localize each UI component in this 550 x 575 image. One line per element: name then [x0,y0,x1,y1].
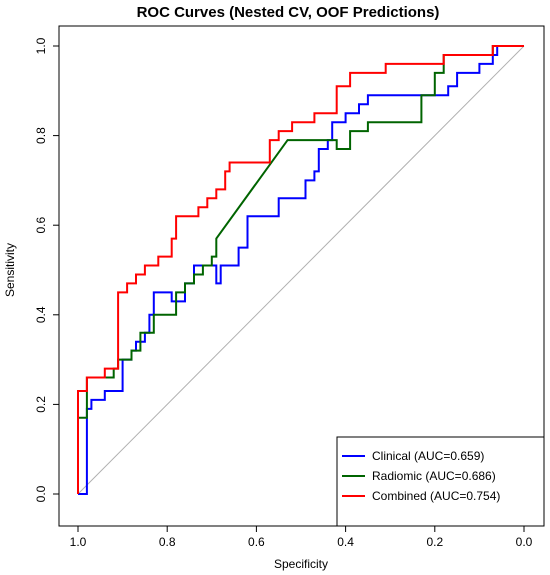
x-axis: 1.0 0.8 0.6 0.4 0.2 0.0 [70,525,533,549]
x-tick-label: 0.2 [426,535,443,549]
x-axis-label: Specificity [274,557,328,571]
y-tick-label: 0.8 [34,127,48,144]
legend-label: Radiomic (AUC=0.686) [372,469,496,483]
x-tick-label: 0.8 [159,535,176,549]
legend-box [336,436,545,527]
y-tick-label: 0.6 [34,217,48,234]
legend-label: Combined (AUC=0.754) [372,489,500,503]
x-tick-label: 0.4 [337,535,354,549]
series-line-3 [77,45,524,494]
diagonal-reference-line [77,45,525,495]
y-axis: 0.0 0.2 0.4 0.6 0.8 1.0 [34,37,60,502]
y-tick-label: 0.4 [34,306,48,323]
y-tick-label: 0.0 [34,485,48,502]
y-tick-label: 1.0 [34,37,48,54]
x-tick-label: 0.6 [248,535,265,549]
chart-title: ROC Curves (Nested CV, OOF Predictions) [137,4,440,21]
x-tick-label: 0.0 [516,535,533,549]
y-tick-label: 0.2 [34,396,48,413]
series-layer [77,45,524,495]
legend: Clinical (AUC=0.659) Radiomic (AUC=0.686)… [336,436,545,527]
legend-label: Clinical (AUC=0.659) [372,449,484,463]
x-tick-label: 1.0 [70,535,87,549]
y-axis-label: Sensitivity [3,243,17,297]
